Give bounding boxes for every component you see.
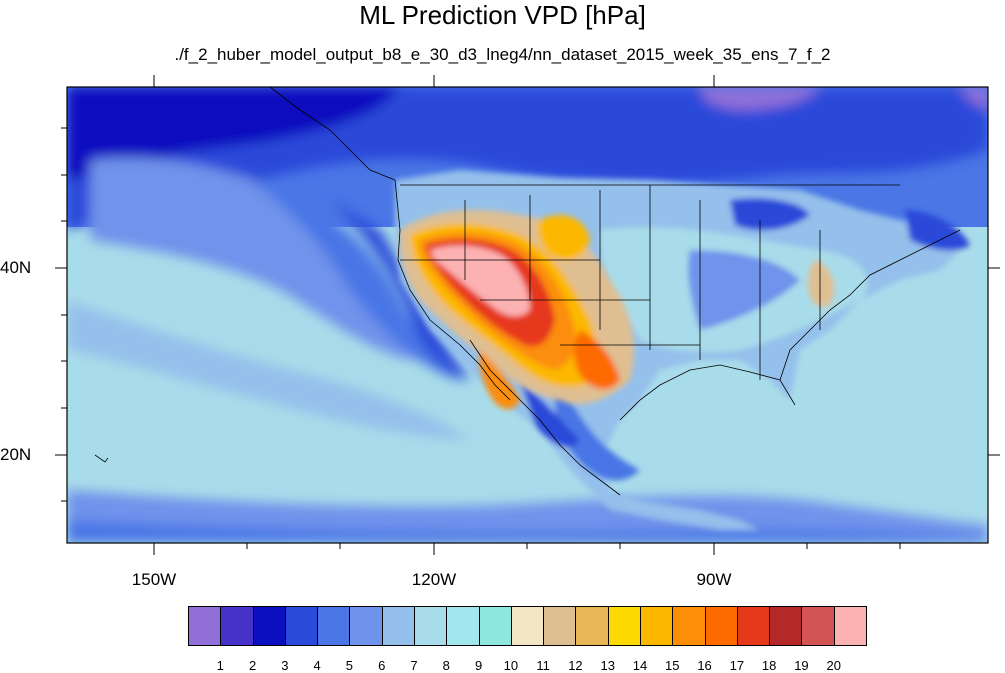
lat-label-20n: 20N (0, 445, 32, 464)
legend-swatch (801, 606, 835, 646)
legend-swatch (414, 606, 448, 646)
legend-swatch (284, 606, 319, 646)
legend-level-label: 17 (729, 658, 745, 673)
axis-ticks (55, 75, 1000, 555)
legend-swatch (317, 606, 351, 646)
lon-label-120w: 120W (411, 570, 457, 589)
color-legend (188, 606, 867, 646)
legend-swatch (349, 606, 383, 646)
legend-swatch (381, 606, 415, 646)
legend-level-label: 18 (761, 658, 777, 673)
legend-swatch (607, 606, 641, 646)
legend-swatch (704, 606, 738, 646)
legend-swatch (575, 606, 609, 646)
legend-level-label: 15 (665, 658, 680, 673)
lon-label-150w: 150W (131, 570, 177, 589)
vpd-field (67, 87, 988, 543)
legend-swatch (446, 606, 480, 646)
legend-level-label: 11 (536, 658, 550, 673)
legend-swatch (188, 606, 222, 646)
legend-level-label: 9 (474, 658, 483, 673)
legend-swatch (220, 606, 254, 646)
legend-swatch (478, 606, 512, 646)
legend-swatch (736, 606, 771, 646)
legend-level-label: 14 (632, 658, 648, 673)
legend-swatch (510, 606, 545, 646)
legend-level-label: 5 (345, 658, 354, 673)
legend-swatch (543, 606, 577, 646)
legend-level-label: 4 (313, 658, 321, 673)
legend-level-label: 2 (248, 658, 257, 673)
lat-label-40n: 40N (0, 258, 32, 277)
legend-level-label: 10 (503, 658, 519, 673)
legend-level-label: 12 (568, 658, 583, 673)
legend-level-label: 13 (600, 658, 615, 673)
legend-swatch (833, 606, 867, 646)
legend-level-label: 3 (281, 658, 289, 673)
legend-level-label: 7 (410, 658, 418, 673)
legend-swatch (672, 606, 706, 646)
coastlines (94, 87, 961, 496)
legend-level-label: 19 (794, 658, 809, 673)
legend-level-label: 16 (697, 658, 712, 673)
chart-subtitle: ./f_2_huber_model_output_b8_e_30_d3_lneg… (174, 45, 831, 64)
legend-level-label: 8 (442, 658, 450, 673)
lon-label-90w: 90W (696, 570, 732, 589)
chart-title: ML Prediction VPD [hPa] (359, 0, 646, 30)
legend-level-label: 1 (216, 658, 224, 673)
legend-swatch (252, 606, 286, 646)
legend-level-label: 6 (378, 658, 386, 673)
legend-swatch (769, 606, 803, 646)
legend-swatch (640, 606, 674, 646)
legend-level-label: 20 (826, 658, 841, 673)
